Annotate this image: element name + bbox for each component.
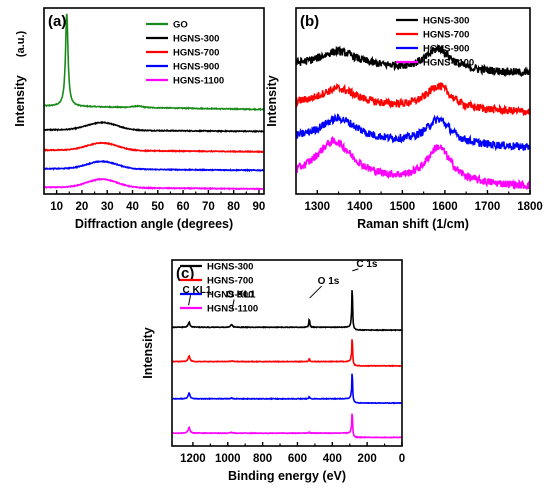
- series-line-hgns-1100: [43, 177, 265, 191]
- legend-label: HGNS-1100: [423, 58, 474, 69]
- x-tick-label: 10: [50, 201, 63, 213]
- legend-label: HGNS-700: [207, 276, 253, 287]
- x-tick-label: 400: [323, 453, 342, 465]
- annotation-label: C 1s: [356, 259, 378, 270]
- x-tick-label: 90: [253, 201, 266, 213]
- legend-label: HGNS-300: [423, 16, 469, 27]
- annotation-pointer: [352, 268, 359, 272]
- x-axis-label: Diffraction angle (degrees): [75, 217, 233, 231]
- annotation-pointer: [188, 295, 192, 306]
- plot-frame: [171, 259, 403, 447]
- legend-label: GO: [173, 20, 188, 31]
- legend-label: HGNS-900: [207, 290, 253, 301]
- series-line-hgns-700: [295, 82, 531, 117]
- series-line-hgns-300: [171, 290, 403, 332]
- x-tick-label: 1300: [304, 201, 330, 213]
- panel-a: 10 20 30 40 50 60 70 80 90 Diffraction angle (deg…: [13, 7, 266, 231]
- x-tick-label: 0: [399, 453, 405, 465]
- series-line-go: [43, 13, 265, 112]
- series-line-hgns-1100: [171, 413, 403, 439]
- legend-label: HGNS-300: [173, 34, 219, 45]
- legend-label: HGNS-700: [423, 30, 469, 41]
- x-tick-label: 600: [288, 453, 307, 465]
- x-tick-label: 1600: [432, 201, 458, 213]
- annotation-label: O KL1: [226, 290, 256, 301]
- series-line-hgns-700: [172, 339, 402, 368]
- x-tick-label: 1200: [180, 453, 206, 465]
- panel-label: (c): [176, 265, 194, 282]
- series-line-hgns-300: [43, 120, 264, 133]
- panel-b: 1300 1400 1500 1600 1700 1800 Raman shift (1/c…: [265, 7, 543, 231]
- x-tick-label: 70: [202, 201, 215, 213]
- panel-label: (a): [48, 13, 66, 30]
- x-tick-label: 60: [177, 201, 190, 213]
- legend-label: HGNS-300: [207, 262, 253, 273]
- y-axis-label: Intensity: [13, 75, 27, 126]
- y-axis-label: Intensity: [141, 327, 155, 378]
- x-tick-label: 1400: [347, 201, 373, 213]
- plot-frame: [295, 7, 531, 195]
- series-line-hgns-1100: [295, 135, 531, 190]
- series-line-hgns-900: [43, 159, 265, 173]
- panel-label: (b): [300, 13, 319, 30]
- x-tick-label: 1500: [390, 201, 416, 213]
- annotation-pointer: [231, 299, 235, 310]
- x-tick-label: 40: [126, 201, 139, 213]
- x-tick-label: 50: [151, 201, 164, 213]
- series-line-hgns-900: [171, 373, 403, 405]
- x-tick-label: 20: [76, 201, 89, 213]
- x-tick-label: 30: [101, 201, 114, 213]
- x-tick-label: 200: [358, 453, 377, 465]
- x-axis-label: Raman shift (1/cm): [357, 217, 469, 231]
- panel-c: 1200 1000 800 600 400 200 0 Binding energy (eV)…: [141, 259, 405, 483]
- annotation-label: C KL1: [183, 285, 212, 296]
- x-tick-label: 80: [227, 201, 240, 213]
- x-tick-label: 1000: [215, 453, 241, 465]
- annotation-pointer: [309, 285, 323, 299]
- x-tick-label: 800: [253, 453, 272, 465]
- plot-frame: [43, 7, 265, 195]
- series-line-hgns-300: [295, 43, 531, 78]
- x-tick-label: 1700: [475, 201, 501, 213]
- x-tick-label: 1800: [517, 201, 543, 213]
- legend-label: HGNS-700: [173, 48, 219, 59]
- legend-label: HGNS-1100: [173, 76, 224, 87]
- legend-label: HGNS-900: [173, 62, 219, 73]
- series-line-hgns-900: [295, 113, 531, 152]
- x-axis-label: Binding energy (eV): [228, 469, 346, 483]
- annotation-label: O 1s: [318, 276, 340, 287]
- legend-label: HGNS-900: [423, 44, 469, 55]
- series-line-hgns-700: [43, 141, 265, 154]
- y-axis-label: Intensity: [265, 75, 279, 126]
- y-axis-unit: (a.u.): [15, 31, 27, 58]
